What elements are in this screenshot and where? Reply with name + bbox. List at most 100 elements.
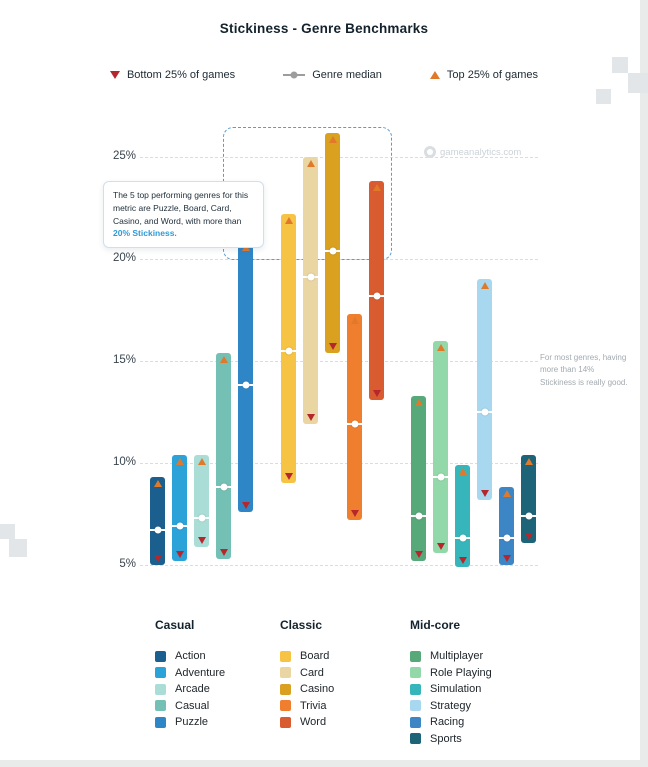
decor-pixel	[628, 73, 648, 93]
color-swatch-casual	[155, 700, 166, 712]
top-quartile-marker-icon	[284, 217, 293, 225]
bar-racing	[499, 487, 514, 565]
color-swatch-sports	[410, 733, 421, 745]
bar-sports	[521, 454, 536, 543]
bottom-quartile-marker-icon	[153, 554, 162, 562]
median-marker	[455, 537, 470, 540]
legend-item-multiplayer: Multiplayer	[410, 648, 492, 665]
top-quartile-marker-icon	[436, 343, 445, 351]
bottom-quartile-marker-icon	[414, 550, 423, 558]
top-quartile-marker-icon	[197, 457, 206, 465]
bar-word	[369, 181, 384, 400]
bar-casino	[325, 132, 340, 353]
bottom-quartile-marker-icon	[109, 71, 120, 79]
median-marker	[347, 423, 362, 426]
decor-pixel	[0, 524, 15, 539]
median-marker	[216, 486, 231, 489]
color-swatch-simulation	[410, 683, 421, 695]
legend-item-role-playing: Role Playing	[410, 665, 492, 682]
callout-highlight: 20% Stickiness.	[113, 228, 177, 239]
legend-item-label: Word	[300, 716, 327, 729]
bottom-quartile-marker-icon	[306, 414, 315, 422]
decor-pixel	[596, 89, 611, 104]
color-swatch-adventure	[155, 667, 166, 679]
color-swatch-racing	[410, 716, 421, 728]
color-swatch-word	[280, 716, 291, 728]
color-swatch-puzzle	[155, 716, 166, 728]
bottom-quartile-marker-icon	[458, 557, 467, 565]
bottom-quartile-marker-icon	[284, 473, 293, 481]
top-quartile-marker-icon	[502, 490, 511, 498]
callout-note: The 5 top performing genres for this met…	[103, 181, 264, 248]
color-swatch-multiplayer	[410, 650, 421, 662]
legend-item-label: Action	[175, 650, 206, 663]
legend-item-label: Multiplayer	[430, 650, 484, 663]
legend-item-simulation: Simulation	[410, 681, 492, 698]
legend-label-top: Top 25% of games	[446, 69, 539, 81]
legend-item-bottom-quartile: Bottom 25% of games	[109, 69, 235, 81]
legend-item-label: Puzzle	[175, 716, 209, 729]
bar-arcade	[194, 454, 209, 547]
legend-item-label: Adventure	[175, 666, 226, 679]
legend-item-card: Card	[280, 665, 334, 682]
bottom-quartile-marker-icon	[436, 542, 445, 550]
legend-item-label: Casual	[175, 699, 210, 712]
y-axis-label-5: 5%	[119, 558, 136, 570]
bar-action	[150, 477, 165, 565]
bar-casual	[216, 352, 231, 559]
top-quartile-marker-icon	[458, 468, 467, 476]
bottom-quartile-marker-icon	[372, 389, 381, 397]
bottom-quartile-marker-icon	[480, 489, 489, 497]
legend-group-title-casual: Casual	[155, 618, 195, 632]
color-swatch-strategy	[410, 700, 421, 712]
bottom-quartile-marker-icon	[219, 548, 228, 556]
median-marker-icon	[283, 74, 306, 76]
bottom-quartile-marker-icon	[328, 342, 337, 350]
top-quartile-marker-icon	[414, 398, 423, 406]
top-quartile-marker-icon	[328, 135, 337, 143]
legend-item-racing: Racing	[410, 714, 492, 731]
side-note: For most genres, having more than 14% St…	[540, 353, 628, 387]
page-title: Stickiness - Genre Benchmarks	[219, 21, 429, 36]
median-marker	[477, 410, 492, 413]
color-swatch-trivia	[280, 700, 291, 712]
legend-item-median: Genre median	[283, 69, 382, 81]
bottom-quartile-marker-icon	[175, 550, 184, 558]
legend-item-trivia: Trivia	[280, 698, 334, 715]
legend-column-classic: Classic Board Card Casino Trivia Word	[280, 618, 334, 731]
median-marker	[150, 529, 165, 532]
y-axis-label-10: 10%	[112, 456, 136, 468]
legend-item-label: Arcade	[175, 683, 210, 696]
legend-item-label: Sports	[430, 732, 462, 745]
legend-column-mid-core: Mid-core Multiplayer Role Playing Simulatio…	[410, 618, 492, 747]
top-quartile-marker-icon	[480, 282, 489, 290]
watermark: gameanalytics.com	[424, 146, 521, 158]
legend-group-title-mid-core: Mid-core	[410, 618, 461, 632]
color-swatch-board	[280, 650, 291, 662]
bar-trivia	[347, 314, 362, 521]
y-axis-label-25: 25%	[112, 150, 136, 162]
median-marker	[411, 515, 426, 518]
legend-item-casual: Casual	[155, 698, 225, 715]
top-quartile-marker-icon	[175, 457, 184, 465]
median-marker	[172, 525, 187, 528]
legend-item-top-quartile: Top 25% of games	[429, 69, 539, 81]
legend-item-strategy: Strategy	[410, 698, 492, 715]
median-marker	[433, 476, 448, 479]
gridline-15	[140, 361, 538, 362]
legend-item-label: Board	[300, 650, 330, 663]
top-quartile-marker-icon	[219, 355, 228, 363]
top-quartile-marker-icon	[429, 71, 440, 79]
bottom-quartile-marker-icon	[524, 532, 533, 540]
legend-item-casino: Casino	[280, 681, 334, 698]
color-swatch-arcade	[155, 683, 166, 695]
bar-strategy	[477, 279, 492, 500]
bar-card	[303, 157, 318, 425]
median-marker	[281, 349, 296, 352]
legend-group-title-classic: Classic	[280, 618, 323, 632]
gridline-10	[140, 463, 538, 464]
legend-item-label: Trivia	[300, 699, 327, 712]
legend-item-label: Role Playing	[430, 666, 492, 679]
gameanalytics-logo-icon	[424, 146, 436, 158]
color-swatch-casino	[280, 683, 291, 695]
